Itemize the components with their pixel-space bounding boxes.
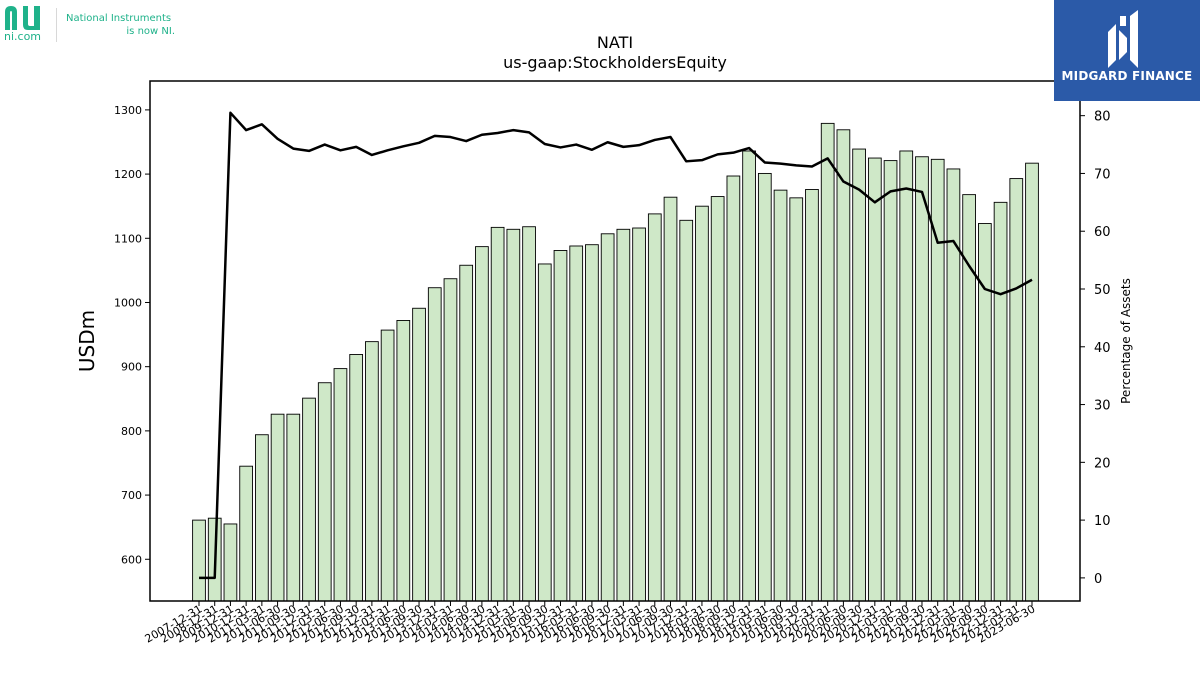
- brand-note-line1: National Instruments: [66, 13, 172, 24]
- bar-2021-03-31: [883, 160, 898, 602]
- ni-logo-icon: [5, 6, 40, 30]
- bar-2023-06-30: [1025, 162, 1039, 602]
- y2-tick-label-20: 20: [1094, 456, 1111, 471]
- chart-title: NATI: [597, 33, 633, 52]
- bar-2012-12-31: [365, 341, 379, 602]
- bar-2016-03-31: [569, 245, 584, 602]
- bar-2012-09-30: [349, 354, 364, 602]
- bar-2015-06-30: [522, 226, 536, 602]
- bar-2017-06-30: [647, 213, 662, 602]
- bar-2016-12-31: [616, 228, 631, 602]
- midgard-logo-icon: [1108, 10, 1138, 68]
- bar-2020-06-30: [836, 129, 851, 602]
- brand-note-line2: is now NI.: [126, 26, 175, 37]
- brand-note: National Instruments is now NI.: [66, 12, 186, 38]
- bar-2012-06-30: [333, 368, 348, 602]
- x-axis: 2007-12-312008-12-312009-12-312010-12-31…: [143, 601, 1038, 646]
- bar-2018-06-30: [710, 196, 725, 602]
- bar-2010-12-31: [239, 465, 254, 602]
- bar-2016-06-30: [585, 244, 599, 602]
- bar-2019-09-30: [789, 197, 804, 602]
- y-tick-label-600: 600: [121, 553, 142, 566]
- y-tick-label-900: 900: [121, 361, 142, 374]
- y-tick-label-1300: 1300: [114, 104, 142, 117]
- bar-2022-09-30: [978, 223, 992, 602]
- bar-2015-09-30: [537, 263, 552, 602]
- bar-2019-03-31: [757, 172, 772, 602]
- percent-of-assets-line: [199, 111, 1033, 580]
- bar-2011-06-30: [270, 413, 285, 602]
- y2-tick-label-80: 80: [1094, 110, 1111, 125]
- chart-subtitle: us-gaap:StockholdersEquity: [503, 53, 727, 72]
- bar-2022-03-31: [946, 168, 961, 602]
- bar-2017-03-31: [632, 227, 646, 602]
- y2-tick-label-70: 70: [1094, 167, 1111, 182]
- bar-2017-12-31: [679, 219, 694, 602]
- bar-2019-06-30: [773, 189, 788, 602]
- bar-2021-06-30: [899, 150, 914, 602]
- bar-2014-06-30: [459, 264, 474, 602]
- y-axis-right: 0 10 20 30 40 50 60 70 80: [1080, 110, 1111, 587]
- y2-tick-label-30: 30: [1094, 399, 1111, 414]
- plot-frame: [149, 80, 1081, 602]
- bar-2020-09-30: [852, 148, 866, 602]
- bar-2009-12-31: [223, 523, 238, 602]
- y-tick-label-700: 700: [121, 489, 142, 502]
- bar-2011-09-30: [286, 413, 301, 602]
- y-tick-label-1000: 1000: [114, 296, 142, 309]
- bar-2018-12-31: [742, 150, 756, 602]
- bar-2013-12-31: [427, 287, 442, 602]
- bar-2013-06-30: [396, 320, 411, 602]
- y-axis-label: USDm: [75, 310, 99, 372]
- brand-divider: [56, 8, 57, 42]
- y-tick-label-1100: 1100: [114, 232, 142, 245]
- bar-2021-09-30: [915, 156, 929, 602]
- bar-2022-12-31: [993, 201, 1008, 602]
- bar-2011-12-31: [302, 397, 316, 602]
- y2-tick-label-10: 10: [1094, 514, 1111, 529]
- bar-2016-09-30: [600, 233, 615, 602]
- bar-2020-03-31: [820, 122, 835, 602]
- y-tick-label-800: 800: [121, 425, 142, 438]
- bar-2013-09-30: [412, 307, 426, 602]
- bar-2014-12-31: [490, 226, 505, 602]
- y2-axis-label: Percentage of Assets: [1119, 278, 1133, 404]
- bar-2015-12-31: [553, 250, 568, 602]
- bar-2013-03-31: [380, 329, 395, 602]
- bar-2023-03-31: [1009, 178, 1024, 602]
- percent-line-series: [199, 111, 1033, 580]
- y-axis-left: 600 700 800 900 1000 1100 1200 1300: [114, 104, 150, 566]
- y-tick-label-1200: 1200: [114, 168, 142, 181]
- bar-2014-03-31: [443, 278, 458, 602]
- midgard-finance-wordmark: MIDGARD FINANCE: [1061, 69, 1193, 83]
- bar-2007-12-31: [192, 519, 206, 602]
- bar-2022-06-30: [962, 194, 976, 602]
- bar-series: [192, 122, 1039, 602]
- bar-2019-12-31: [805, 189, 819, 602]
- bar-2017-09-30: [663, 196, 678, 602]
- bar-2012-03-31: [317, 382, 332, 602]
- bar-2011-03-31: [255, 434, 269, 602]
- y2-tick-label-40: 40: [1094, 341, 1111, 356]
- bar-2018-09-30: [726, 175, 741, 602]
- bar-2020-12-31: [867, 157, 882, 602]
- y2-tick-label-60: 60: [1094, 225, 1111, 240]
- bar-2015-03-31: [506, 228, 521, 602]
- midgard-finance-badge: MIDGARD FINANCE: [1054, 0, 1200, 101]
- bar-2018-03-31: [695, 205, 709, 602]
- ni-site-link[interactable]: ni.com: [4, 30, 42, 43]
- y2-tick-label-0: 0: [1094, 572, 1102, 587]
- bar-2014-09-30: [475, 246, 489, 602]
- y2-tick-label-50: 50: [1094, 283, 1111, 298]
